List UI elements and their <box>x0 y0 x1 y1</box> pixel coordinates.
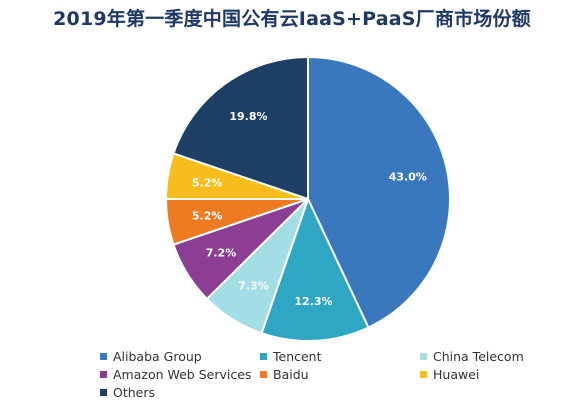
slice-label-tencent: 12.3% <box>294 295 332 308</box>
slice-label-china-telecom: 7.3% <box>238 280 269 293</box>
slice-label-baidu: 5.2% <box>192 210 223 223</box>
pie-slice-alibaba-group <box>307 56 451 329</box>
chart-title: 2019年第一季度中国公有云IaaS+PaaS厂商市场份额 <box>53 8 531 30</box>
pie-slice-tencent <box>260 198 370 342</box>
slice-label-alibaba-group: 43.0% <box>389 171 427 184</box>
slice-label-others: 19.8% <box>229 110 267 123</box>
slice-label-huawei: 5.2% <box>192 176 223 189</box>
slice-label-amazon-web-services: 7.2% <box>206 247 237 260</box>
pie-slice-others <box>172 56 309 200</box>
